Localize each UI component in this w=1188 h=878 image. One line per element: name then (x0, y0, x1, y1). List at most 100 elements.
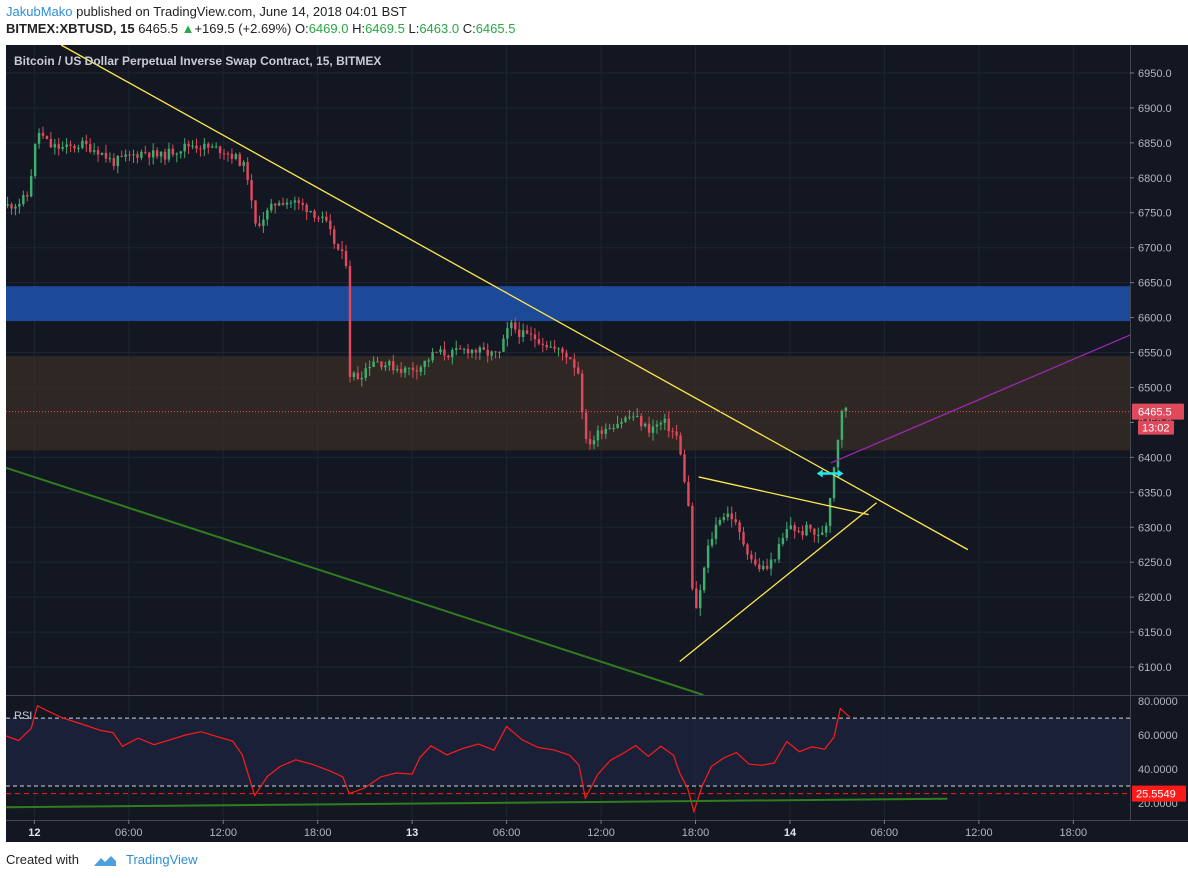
axes: 6950.0 6900.0 6850.0 6800.0 6750.0 6700.0 6650… (6, 45, 1188, 842)
low-label: L: (408, 21, 420, 36)
candle (482, 347, 485, 350)
candle (266, 210, 269, 220)
price-tick-label: 6600.0 (1138, 313, 1172, 325)
candle (699, 590, 702, 609)
candle (561, 348, 564, 353)
price-tick-label: 6150.0 (1138, 627, 1172, 639)
tradingview-link[interactable]: TradingView (126, 852, 198, 867)
candle (305, 204, 308, 213)
candle (769, 559, 773, 569)
candle (761, 565, 765, 570)
candle (167, 148, 171, 160)
rsi-tick-label: 40.0000 (1138, 764, 1178, 776)
candle (309, 210, 312, 213)
candle (451, 349, 454, 358)
candle (6, 204, 9, 206)
candle (49, 139, 53, 148)
candle (702, 567, 706, 591)
candle (250, 180, 253, 201)
candle (651, 426, 655, 433)
publish-text: published on TradingView.com, June 14, 2… (76, 4, 407, 19)
price-tick-label: 6200.0 (1138, 592, 1172, 604)
candle (203, 143, 206, 150)
candle (336, 243, 340, 250)
time-tick-label: 06:00 (871, 827, 899, 839)
candle (273, 203, 277, 206)
candle (545, 344, 548, 348)
price-change: +169.5 (+2.69%) (194, 21, 292, 36)
candle (415, 370, 419, 372)
candle (809, 524, 812, 529)
chart-area[interactable]: 6950.0 6900.0 6850.0 6800.0 6750.0 6700.0 6650… (0, 40, 1188, 842)
price-tick-label: 6950.0 (1138, 68, 1172, 80)
candle (510, 322, 513, 329)
tradingview-logo-icon (93, 855, 116, 866)
candle (514, 322, 517, 330)
candle (529, 333, 533, 335)
candle (742, 532, 745, 545)
candle (588, 439, 592, 445)
candle (45, 135, 49, 140)
candle (175, 153, 179, 155)
candle (754, 559, 757, 565)
candle (667, 418, 670, 432)
candle (490, 351, 493, 356)
channel-line (830, 334, 1131, 464)
price-tick-label: 6700.0 (1138, 243, 1172, 255)
candle (840, 411, 844, 440)
candle (714, 524, 718, 540)
candle (144, 151, 147, 153)
candle (392, 361, 395, 371)
candle (191, 145, 194, 147)
candle (773, 559, 777, 561)
candle (22, 195, 25, 205)
candle (218, 146, 222, 154)
candle (407, 367, 411, 369)
open-value: 6469.0 (308, 21, 349, 36)
price-tick-label: 6500.0 (1138, 382, 1172, 394)
close-label: C: (462, 21, 476, 36)
candle (321, 216, 324, 218)
author-link[interactable]: JakubMako (6, 4, 73, 19)
candle (18, 204, 21, 207)
candle (104, 152, 108, 159)
candle (781, 537, 785, 544)
candle (289, 202, 293, 204)
candle (92, 150, 96, 152)
candle (624, 417, 627, 422)
candle (242, 162, 245, 166)
candle (498, 351, 501, 353)
candle (683, 454, 686, 482)
chart-title: Bitcoin / US Dollar Perpetual Inverse Sw… (14, 54, 381, 68)
candle (765, 565, 769, 569)
candle (663, 418, 667, 423)
symbol-label: BITMEX:XBTUSD, 15 (6, 21, 135, 36)
candle (750, 554, 753, 560)
time-tick-label: 13 (406, 827, 418, 839)
high-label: H: (352, 21, 366, 36)
candle (270, 203, 273, 211)
price-tick-label: 6850.0 (1138, 138, 1172, 150)
candle (525, 330, 529, 334)
candle (155, 150, 159, 157)
candle (569, 357, 572, 360)
candle (372, 361, 375, 367)
triangle-top-line (698, 476, 869, 516)
candle (695, 588, 698, 609)
candle (801, 530, 804, 536)
candle (136, 154, 139, 158)
candle (443, 349, 446, 356)
candle (163, 151, 167, 160)
candle (33, 143, 37, 176)
candle (285, 202, 289, 205)
price-pane (5, 44, 1131, 696)
candle (722, 517, 726, 520)
candle (474, 349, 478, 353)
candle (506, 328, 509, 339)
candle (73, 145, 76, 149)
candle (691, 505, 694, 589)
candle (329, 220, 332, 230)
time-tick-label: 14 (784, 827, 797, 839)
candle (148, 152, 151, 158)
resistance-zone (6, 286, 1130, 322)
